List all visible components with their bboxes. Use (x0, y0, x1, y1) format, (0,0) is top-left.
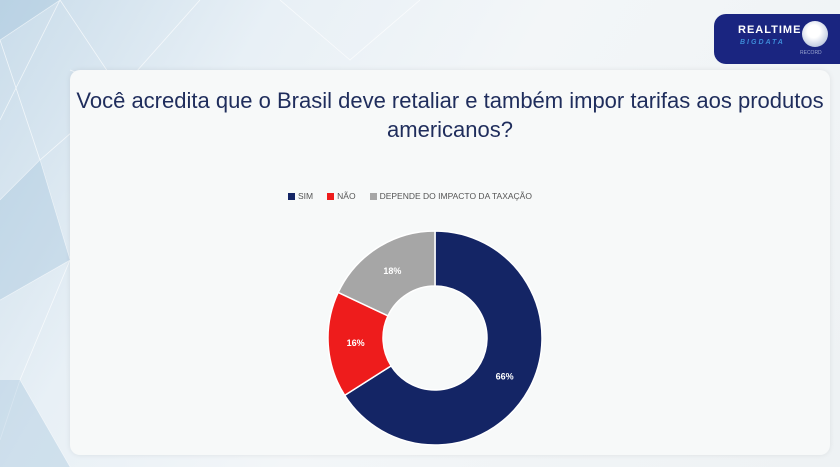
data-label: 66% (496, 371, 514, 381)
legend-swatch (288, 192, 296, 200)
logo-subtext: BIGDATA (740, 39, 785, 46)
legend-swatch (369, 192, 377, 200)
legend-item-depende: DEPENDE DO IMPACTO DA TAXAÇÃO (369, 191, 532, 201)
logo-record-text: RECORD (800, 50, 822, 56)
chart-title: Você acredita que o Brasil deve retaliar… (76, 88, 824, 142)
donut-slice-0 (343, 230, 543, 446)
realtime-bigdata-logo: REALTIME BIGDATA RECORD (714, 14, 840, 64)
legend-label: NÃO (337, 191, 356, 201)
legend-label: DEPENDE DO IMPACTO DA TAXAÇÃO (379, 191, 532, 201)
donut-slice-2 (337, 230, 436, 317)
record-logo-icon (802, 21, 828, 47)
legend-swatch (327, 192, 335, 200)
legend-item-sim: SIM (288, 191, 313, 201)
legend: SIM NÃO DEPENDE DO IMPACTO DA TAXAÇÃO (0, 191, 830, 201)
legend-label: SIM (298, 191, 314, 201)
legend-item-nao: NÃO (327, 191, 356, 201)
data-label: 18% (383, 266, 401, 276)
data-label: 16% (347, 338, 365, 348)
logo-text: REALTIME (738, 24, 802, 36)
